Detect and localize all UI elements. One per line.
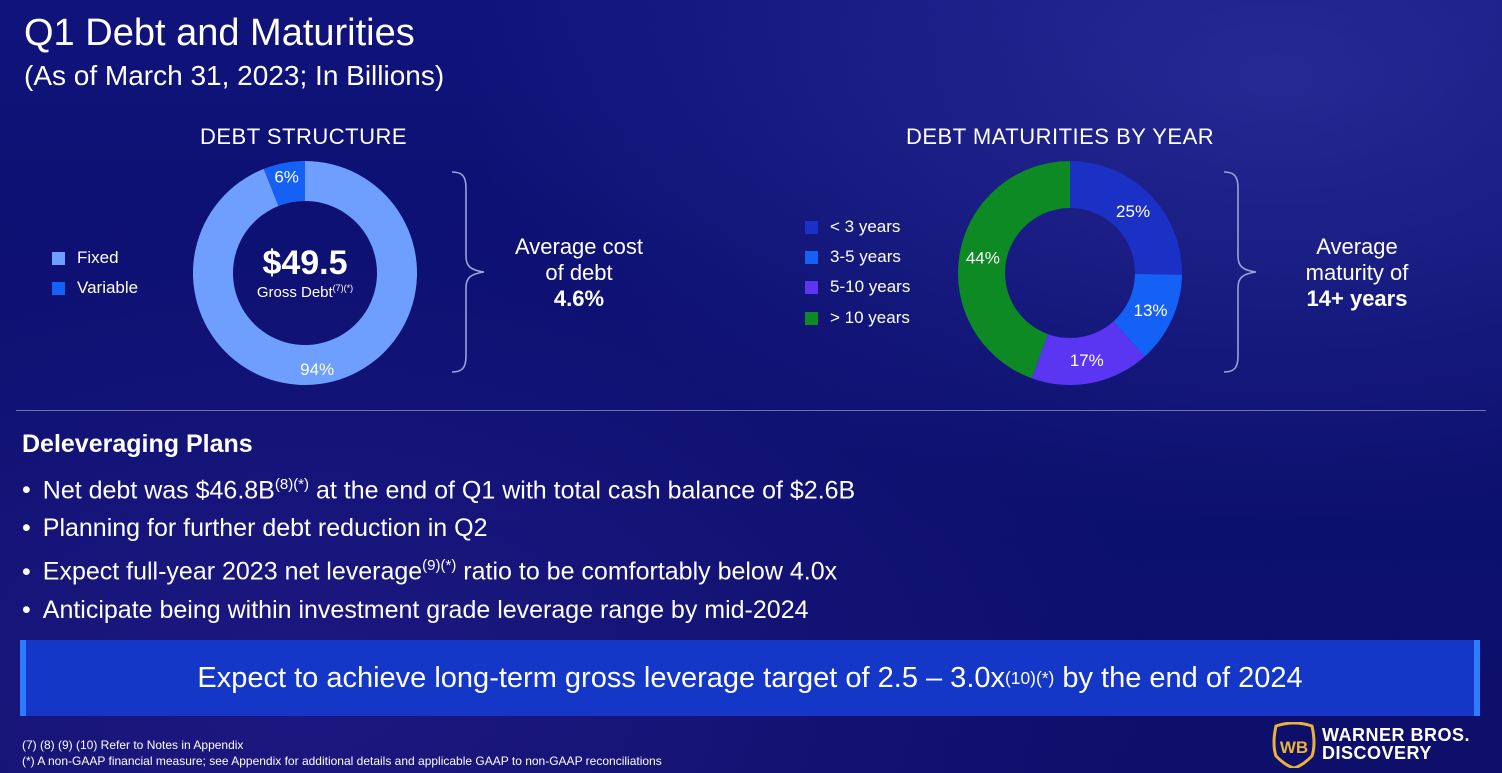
legend-swatch-3to5 xyxy=(805,250,818,264)
plans-bullet-list: Net debt was $46.8B(8)(*) at the end of … xyxy=(22,466,855,629)
maturity-callout: Average maturity of 14+ years xyxy=(1272,234,1442,312)
legend-item-5to10: 5-10 years xyxy=(805,277,910,297)
legend-label-variable: Variable xyxy=(77,278,139,297)
debt-maturities-donut-chart: 25% 13% 17% 44% xyxy=(958,161,1182,385)
bullet-4-text: Anticipate being within investment grade… xyxy=(42,595,809,624)
legend-item-variable: Variable xyxy=(52,278,138,298)
bullet-1-footnote-ref: (8)(*) xyxy=(274,476,310,493)
banner-text-end: by the end of 2024 xyxy=(1054,661,1303,694)
debt-maturities-title: DEBT MATURITIES BY YEAR xyxy=(906,124,1215,149)
gross-debt-label: Gross Debt(7)(*) xyxy=(215,283,395,301)
plans-bullet-4: Anticipate being within investment grade… xyxy=(22,591,855,629)
legend-item-3to5: 3-5 years xyxy=(805,247,901,267)
legend-swatch-5to10 xyxy=(805,280,818,294)
bullet-1-text-end: at the end of Q1 with total cash balance… xyxy=(309,476,856,505)
cost-callout-value: 4.6% xyxy=(553,286,605,311)
donut-slice-label-3: 17% xyxy=(1070,351,1104,370)
banner-text: Expect to achieve long-term gross levera… xyxy=(197,661,1006,694)
legend-label-gt10: > 10 years xyxy=(830,308,910,327)
plans-bullet-3: Expect full-year 2023 net leverage(9)(*)… xyxy=(22,547,855,590)
legend-label-5to10: 5-10 years xyxy=(830,277,911,296)
donut-slice-2 xyxy=(263,161,305,207)
donut-slice-label-4: 44% xyxy=(966,249,1000,268)
maturity-callout-line1: Average xyxy=(1316,234,1398,259)
bullet-1-text: Net debt was $46.8B xyxy=(42,476,275,505)
brand-line1: WARNER BROS. xyxy=(1322,725,1471,745)
donut-slice-label-2: 13% xyxy=(1133,301,1167,320)
gross-debt-footnote-ref: (7)(*) xyxy=(332,283,354,293)
legend-swatch-variable xyxy=(52,281,65,295)
brand-line2: DISCOVERY xyxy=(1322,743,1432,763)
legend-swatch-fixed xyxy=(52,251,65,265)
footnote-2: (*) A non-GAAP financial measure; see Ap… xyxy=(22,754,662,768)
donut-slice-label-1: 94% xyxy=(300,360,334,379)
section-divider xyxy=(16,410,1486,411)
plans-bullet-2: Planning for further debt reduction in Q… xyxy=(22,509,855,547)
maturity-callout-line2: maturity of xyxy=(1305,260,1409,285)
logo-letters: WB xyxy=(1280,738,1308,757)
debt-structure-donut-chart: 94% 6% xyxy=(192,161,418,385)
bullet-3-text: Expect full-year 2023 net leverage xyxy=(42,557,423,586)
bullet-3-footnote-ref: (9)(*) xyxy=(422,557,457,575)
plans-heading: Deleveraging Plans xyxy=(22,430,253,458)
leverage-target-banner: Expect to achieve long-term gross levera… xyxy=(20,640,1480,716)
legend-label-3to5: 3-5 years xyxy=(830,247,901,266)
cost-callout: Average cost of debt 4.6% xyxy=(494,234,664,312)
donut-slice-label-2: 6% xyxy=(274,168,299,187)
maturity-bracket xyxy=(1223,171,1257,373)
donut-center: $49.5 Gross Debt(7)(*) xyxy=(215,244,395,301)
donut-slice-3 xyxy=(1031,321,1145,385)
donut-slice-2 xyxy=(1113,274,1182,357)
donut-slice-1 xyxy=(192,161,418,385)
debt-structure-title: DEBT STRUCTURE xyxy=(200,124,408,149)
cost-callout-line1: Average cost xyxy=(514,234,643,259)
brand-name: WARNER BROS. DISCOVERY xyxy=(1322,726,1470,762)
maturity-callout-value: 14+ years xyxy=(1306,286,1408,311)
page-subtitle: (As of March 31, 2023; In Billions) xyxy=(24,60,445,91)
legend-item-lt3: < 3 years xyxy=(805,217,900,237)
banner-footnote-ref: (10)(*) xyxy=(1005,667,1055,688)
page-title: Q1 Debt and Maturities xyxy=(24,12,415,54)
donut-slice-4 xyxy=(958,161,1070,379)
donut-slice-label-1: 25% xyxy=(1116,202,1150,221)
plans-bullet-1: Net debt was $46.8B(8)(*) at the end of … xyxy=(22,466,855,509)
gross-debt-amount: $49.5 xyxy=(262,244,348,282)
bullet-2-text: Planning for further debt reduction in Q… xyxy=(42,514,488,543)
legend-label-fixed: Fixed xyxy=(77,248,119,267)
legend-swatch-lt3 xyxy=(805,220,818,234)
donut-slice-1 xyxy=(1070,161,1182,275)
wb-shield-logo-icon: WB xyxy=(1272,722,1316,768)
bullet-3-text-end: ratio to be comfortably below 4.0x xyxy=(456,557,838,586)
legend-label-lt3: < 3 years xyxy=(830,217,901,236)
cost-callout-line2: of debt xyxy=(545,260,613,285)
legend-item-fixed: Fixed xyxy=(52,248,119,268)
legend-swatch-gt10 xyxy=(805,311,818,325)
legend-item-gt10: > 10 years xyxy=(805,308,910,328)
footnote-1: (7) (8) (9) (10) Refer to Notes in Appen… xyxy=(22,738,244,752)
gross-debt-label-text: Gross Debt xyxy=(256,284,333,301)
cost-bracket xyxy=(451,171,485,373)
